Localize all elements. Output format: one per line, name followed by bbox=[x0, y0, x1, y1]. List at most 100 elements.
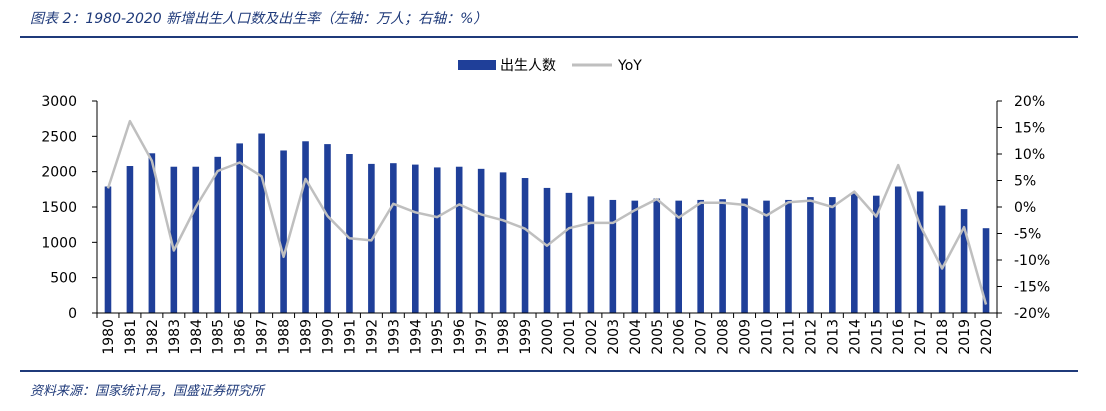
x-tick-label: 1991 bbox=[342, 319, 358, 355]
bar bbox=[653, 198, 661, 313]
x-tick-label: 2019 bbox=[957, 319, 973, 355]
bar bbox=[280, 150, 287, 313]
bar bbox=[741, 198, 748, 313]
bar bbox=[324, 144, 331, 313]
x-tick-label: 1992 bbox=[364, 319, 380, 355]
bars bbox=[104, 133, 990, 313]
right-tick-label: -5% bbox=[1014, 227, 1041, 243]
bar bbox=[104, 186, 112, 313]
bar bbox=[477, 168, 485, 313]
x-tick-label: 1985 bbox=[211, 319, 227, 355]
x-tick-label: 2001 bbox=[562, 319, 578, 355]
x-tick-label: 2015 bbox=[869, 319, 885, 355]
bar bbox=[236, 143, 243, 313]
left-tick-label: 2000 bbox=[41, 165, 77, 181]
x-tick-label: 2002 bbox=[584, 319, 600, 355]
bar bbox=[390, 163, 397, 313]
right-tick-label: 0% bbox=[1014, 200, 1036, 216]
x-tick-label: 2003 bbox=[606, 319, 622, 355]
bar bbox=[697, 199, 704, 313]
bar bbox=[807, 197, 814, 313]
x-tick-label: 2004 bbox=[628, 319, 644, 355]
x-tick-label: 1996 bbox=[452, 319, 468, 355]
right-tick-label: 5% bbox=[1014, 174, 1036, 190]
x-tick-label: 2016 bbox=[891, 319, 907, 355]
bar bbox=[851, 193, 858, 313]
bar bbox=[916, 191, 924, 313]
x-tick-label: 2012 bbox=[803, 319, 819, 355]
x-tick-label: 2017 bbox=[913, 319, 929, 355]
bar bbox=[565, 192, 573, 313]
yoy-line bbox=[106, 119, 988, 305]
bar bbox=[346, 154, 353, 313]
x-tick-label: 2008 bbox=[716, 319, 732, 355]
bar bbox=[587, 196, 595, 313]
left-tick-label: 500 bbox=[50, 271, 77, 287]
x-tick-label: 2018 bbox=[935, 319, 951, 355]
bar bbox=[148, 153, 156, 313]
bar bbox=[433, 167, 441, 313]
bar bbox=[412, 164, 419, 313]
x-tick-label: 1994 bbox=[408, 319, 424, 355]
legend-label-births: 出生人数 bbox=[500, 58, 556, 74]
bar bbox=[675, 200, 682, 313]
right-tick-label: 20% bbox=[1014, 94, 1045, 110]
x-tick-label: 1993 bbox=[386, 319, 402, 355]
x-tick-label: 1995 bbox=[430, 319, 446, 355]
right-tick-label: 15% bbox=[1014, 121, 1045, 137]
x-tick-label: 1988 bbox=[277, 319, 293, 355]
bar bbox=[719, 199, 726, 313]
x-tick-label: 2009 bbox=[738, 319, 754, 355]
x-tick-label: 2000 bbox=[540, 319, 556, 355]
x-tick-label: 1982 bbox=[145, 319, 161, 355]
bar bbox=[214, 156, 222, 313]
legend: 出生人数 YoY bbox=[458, 58, 642, 74]
bar bbox=[872, 195, 880, 313]
chart-title: 图表 2：1980-2020 新增出生人口数及出生率（左轴：万人；右轴：%） bbox=[30, 11, 488, 27]
bar bbox=[302, 141, 309, 313]
right-axis: -20% -15% -10% -5% 0% 5% 10% 15% 20% bbox=[996, 94, 1050, 322]
x-tick-label: 1980 bbox=[101, 319, 117, 355]
bar bbox=[829, 197, 836, 313]
right-tick-label: 10% bbox=[1014, 147, 1045, 163]
x-tick-label: 1986 bbox=[233, 319, 249, 355]
legend-label-yoy: YoY bbox=[617, 58, 642, 74]
x-tick-label: 1983 bbox=[167, 319, 183, 355]
left-axis: 0 500 1000 1500 2000 2500 3000 bbox=[41, 94, 98, 322]
x-tick-label: 1984 bbox=[189, 319, 205, 355]
x-tick-label: 1990 bbox=[320, 319, 336, 355]
x-axis: 1980 1981 1982 1983 1984 1985 1986 1987 1988 1989… bbox=[96, 312, 998, 355]
bar bbox=[543, 187, 551, 313]
right-tick-label: -15% bbox=[1014, 280, 1050, 296]
source-note: 资料来源：国家统计局，国盛证券研究所 bbox=[30, 384, 265, 399]
x-tick-label: 2011 bbox=[781, 319, 797, 355]
bar bbox=[982, 228, 990, 313]
x-tick-label: 1997 bbox=[474, 319, 490, 355]
x-tick-label: 2007 bbox=[694, 319, 710, 355]
bar bbox=[938, 205, 946, 313]
x-tick-label: 2005 bbox=[650, 319, 666, 355]
x-tick-label: 2014 bbox=[847, 319, 863, 355]
x-tick-label: 1999 bbox=[518, 319, 534, 355]
x-tick-label: 2013 bbox=[825, 319, 841, 355]
bar bbox=[521, 178, 529, 313]
x-tick-label: 2020 bbox=[979, 319, 995, 355]
x-tick-label: 2006 bbox=[672, 319, 688, 355]
left-tick-label: 3000 bbox=[41, 94, 77, 110]
bar bbox=[170, 166, 178, 313]
bar bbox=[499, 172, 507, 313]
legend-swatch-births bbox=[458, 60, 496, 70]
left-tick-label: 1500 bbox=[41, 200, 77, 216]
bar bbox=[763, 200, 770, 313]
x-tick-label: 1981 bbox=[123, 319, 139, 355]
right-tick-label: -10% bbox=[1014, 253, 1050, 269]
bar bbox=[631, 200, 639, 313]
bar bbox=[894, 186, 902, 313]
bar bbox=[192, 166, 200, 313]
left-tick-label: 2500 bbox=[41, 129, 77, 145]
left-tick-label: 0 bbox=[68, 306, 77, 322]
right-tick-label: -20% bbox=[1014, 306, 1050, 322]
bar bbox=[785, 199, 792, 313]
left-tick-label: 1000 bbox=[41, 235, 77, 251]
